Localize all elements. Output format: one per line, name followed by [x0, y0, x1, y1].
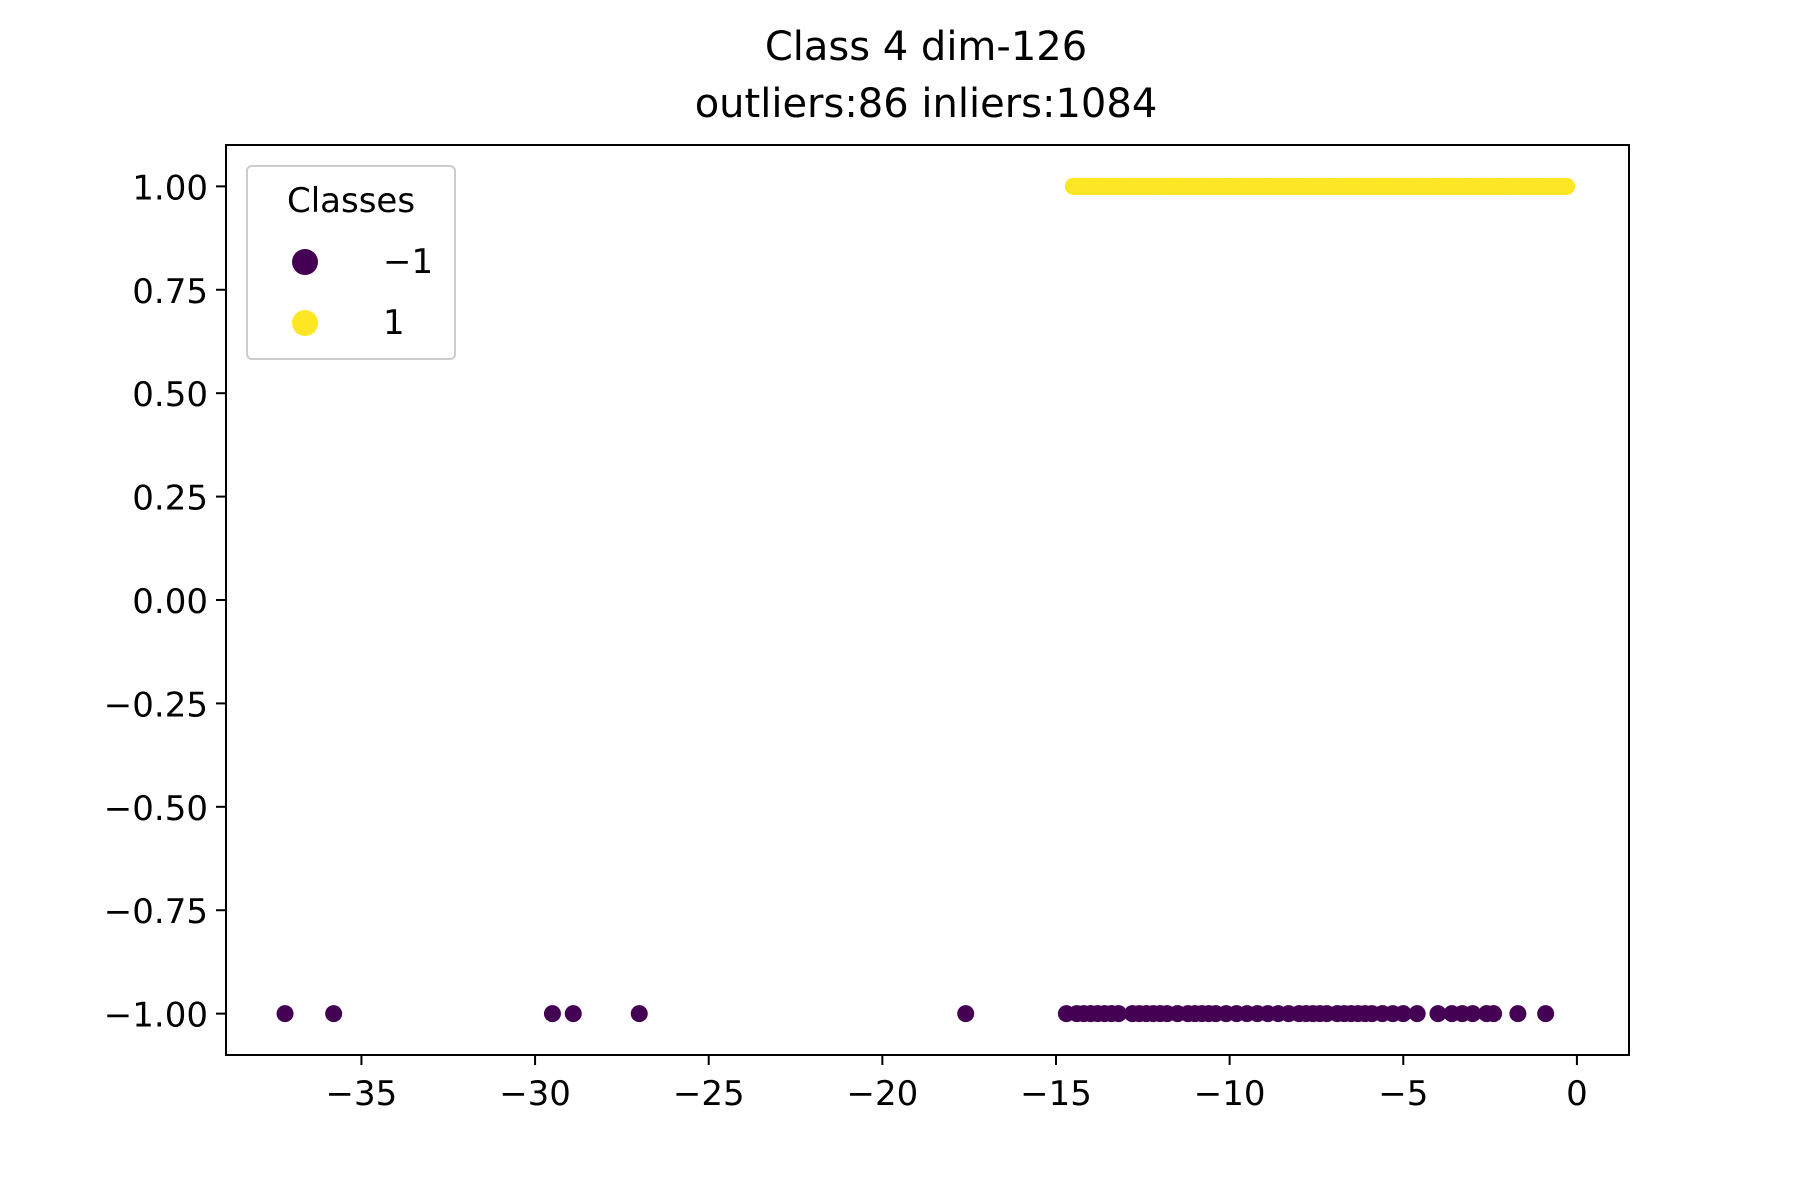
legend-marker-1 — [292, 310, 318, 336]
y-tick-label: 0.25 — [132, 479, 208, 519]
x-tick-label: −25 — [673, 1074, 745, 1114]
x-tick-label: −10 — [1194, 1074, 1266, 1114]
data-point-class-neg1 — [1537, 1005, 1555, 1023]
legend-marker-neg1 — [292, 249, 318, 275]
y-tick-label: −1.00 — [104, 996, 208, 1036]
x-tick-label: 0 — [1566, 1074, 1588, 1114]
x-tick-label: −20 — [846, 1074, 918, 1114]
data-point-class-neg1 — [1110, 1005, 1128, 1023]
legend-box — [246, 165, 456, 360]
data-point-class-neg1 — [325, 1005, 343, 1023]
y-tick-label: 0.50 — [132, 375, 208, 415]
legend: Classes −1 1 — [246, 165, 456, 360]
y-tick-label: 0.75 — [132, 272, 208, 312]
plot-frame — [225, 144, 1630, 1056]
data-point-class-neg1 — [957, 1005, 975, 1023]
data-point-class-neg1 — [564, 1005, 582, 1023]
legend-label-1: 1 — [383, 303, 405, 343]
chart-title: Class 4 dim-126 — [765, 24, 1087, 70]
y-tick-label: −0.25 — [104, 685, 208, 725]
data-point-class-neg1 — [276, 1005, 294, 1023]
legend-label-neg1: −1 — [383, 242, 433, 282]
data-point-class-neg1 — [630, 1005, 648, 1023]
data-point-class-1 — [1557, 177, 1575, 195]
data-point-class-neg1 — [1485, 1005, 1503, 1023]
plot-points — [276, 177, 1575, 1023]
chart-subtitle: outliers:86 inliers:1084 — [695, 81, 1158, 127]
x-tick-label: −35 — [326, 1074, 398, 1114]
x-axis: −35 −30 −25 −20 −15 −10 −5 0 — [326, 1055, 1588, 1114]
data-point-class-neg1 — [1464, 1005, 1482, 1023]
legend-title: Classes — [287, 181, 415, 221]
y-axis: 1.00 0.75 0.50 0.25 0.00 −0.25 −0.50 −0.75 −1.00 — [104, 168, 226, 1036]
x-tick-label: −5 — [1378, 1074, 1428, 1114]
data-point-class-neg1 — [1509, 1005, 1527, 1023]
data-point-class-neg1 — [1429, 1005, 1447, 1023]
y-tick-label: 1.00 — [132, 168, 208, 208]
y-tick-label: 0.00 — [132, 582, 208, 622]
data-point-class-neg1 — [543, 1005, 561, 1023]
data-point-class-neg1 — [1408, 1005, 1426, 1023]
x-tick-label: −15 — [1020, 1074, 1092, 1114]
y-tick-label: −0.50 — [104, 789, 208, 829]
data-point-class-neg1 — [1394, 1005, 1412, 1023]
y-tick-label: −0.75 — [104, 892, 208, 932]
x-tick-label: −30 — [499, 1074, 571, 1114]
